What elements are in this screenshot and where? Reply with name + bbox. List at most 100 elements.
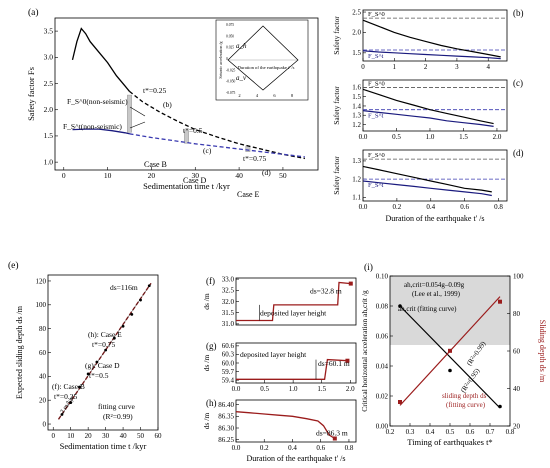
inset-diamond [227,25,299,91]
panel-d-ylabel: Safety factor [332,156,341,195]
x-tick-label: 1 [393,63,397,71]
x-tick-label: 0.8 [345,444,354,452]
label-top-b: F_S^0 [368,11,385,18]
label-ft: F_S^t(non-seismic) [63,122,122,131]
y-tick-label: 80 [39,325,47,333]
panel-a-xlabel: Sedimentation time t /kyr [143,181,230,191]
panel-f-label: (f) [206,276,215,286]
y-tick-label: 100 [36,301,47,309]
panel-b-label: (b) [513,8,524,18]
panel-d-axes [362,149,508,202]
y-tick-label: 59.7 [222,368,235,376]
x-tick-label: 0 [62,171,66,180]
label-i-range2: (Lee et al., 1999) [412,290,461,298]
x-tick-label: 0.8 [494,203,503,211]
depth-point [398,400,402,404]
x-tick-label: 0.0 [359,203,368,211]
label-e-h: (h): Case E [88,330,122,339]
label-g-ds: ds=60.1 m [318,359,350,368]
x-tick-label: 30 [192,171,200,180]
y-tick-label: 1.4 [352,102,361,110]
leader-b2 [129,121,146,129]
point-e [121,324,125,328]
y-tick-label: 1.2 [352,175,361,183]
label-b: (b) [163,100,172,109]
panel-h-axes [235,399,357,443]
label-i-depthfit: sliding depth ds [442,392,487,400]
point-e [60,413,64,416]
point-e [104,348,108,352]
x-tick-label: 0 [361,63,365,71]
y-tick-label: 31.0 [222,320,235,328]
series-a-0 [71,27,131,92]
x-tick-label: 10 [104,171,112,180]
y-tick-label: 0.00 [376,422,389,430]
y-tick-label: 20 [513,422,521,430]
x-tick-label: 0.0 [359,133,368,141]
series-b-1 [362,50,501,60]
panel-c-label: (c) [513,78,523,88]
y-tick-label: 2.5 [352,8,361,16]
inset-xtick: 6 [273,93,276,98]
x-tick-label: 0.6 [466,428,475,436]
point-e [86,372,90,376]
y-tick-label: 0.04 [376,362,389,370]
inset-xtick: 8 [291,93,294,98]
series-f [236,281,351,322]
point-e [95,360,99,364]
x-tick-label: 1.5 [317,385,326,393]
label-d: (d) [262,168,271,177]
y-tick-label: 1.6 [352,84,361,92]
x-tick-label: 1.0 [426,133,435,141]
inset-ylabel: Seismic acceleration /g [218,41,223,78]
inset-xtick: 4 [256,93,259,98]
acc-point [448,368,452,373]
inset-ytick: -0.025 [226,68,235,72]
y-tick-label: 1.2 [352,121,361,129]
y-tick-label: 60 [39,349,47,357]
y-tick-label: 120 [36,277,47,285]
shade-band [390,276,510,345]
inset-ah: a_h [236,42,247,50]
y-tick-label: 0 [43,420,47,428]
panel-g-ylabel: ds /m [202,355,211,372]
inset-ytick: 0 [226,57,228,61]
panel-i-ylabel: Critical horizontal acceleration ah,crit… [360,290,369,412]
inset-ytick: 0.025 [226,46,234,50]
point-e [112,336,116,340]
y-tick-label: 60.6 [222,342,235,350]
label-top-c: F_S^0 [368,80,385,87]
y-tick-label: 40 [39,373,47,381]
y-tick-label: 1.5 [352,49,361,57]
y-tick-label: 80 [513,310,521,318]
acc-point [498,404,502,409]
panel-i-xlabel: Timing of earthquakes t* [407,437,492,447]
panel-d-label: (d) [513,148,524,158]
series-b-0 [362,19,501,58]
y-tick-label: 60.0 [222,359,235,367]
case-band-0 [127,94,132,133]
label-h-ds: ds=86.3 m [316,429,348,438]
x-tick-label: 2.0 [346,385,355,393]
y-tick-label: 1.5 [44,131,54,140]
y-tick-label: 0.02 [376,392,389,400]
x-tick-label: 0.4 [288,444,297,452]
x-tick-label: 4 [486,63,490,71]
inset-ytick: -0.050 [226,80,235,84]
inset-av: a_v [236,74,247,82]
y-tick-label: 86.25 [218,436,234,444]
y-tick-label: 3.5 [44,26,54,35]
panel-c-axes [362,79,508,132]
label-bot-d: F_S^t [368,182,384,189]
x-tick-label: 0.2 [260,444,269,452]
label-e-f2: t*=0.25 [54,392,77,401]
label-bot-b: F_S^t [368,53,384,60]
label-i-depthfit2: (fitting curve) [446,401,486,409]
x-tick-label: 0.3 [406,428,415,436]
y-tick-label: 32.0 [222,298,235,306]
label-e-g: (g): Case D [85,361,120,370]
y-tick-label: 2.0 [44,105,54,114]
y-tick-label: 2.0 [352,29,361,37]
depth-point [448,348,452,353]
series-a-1 [129,90,306,160]
